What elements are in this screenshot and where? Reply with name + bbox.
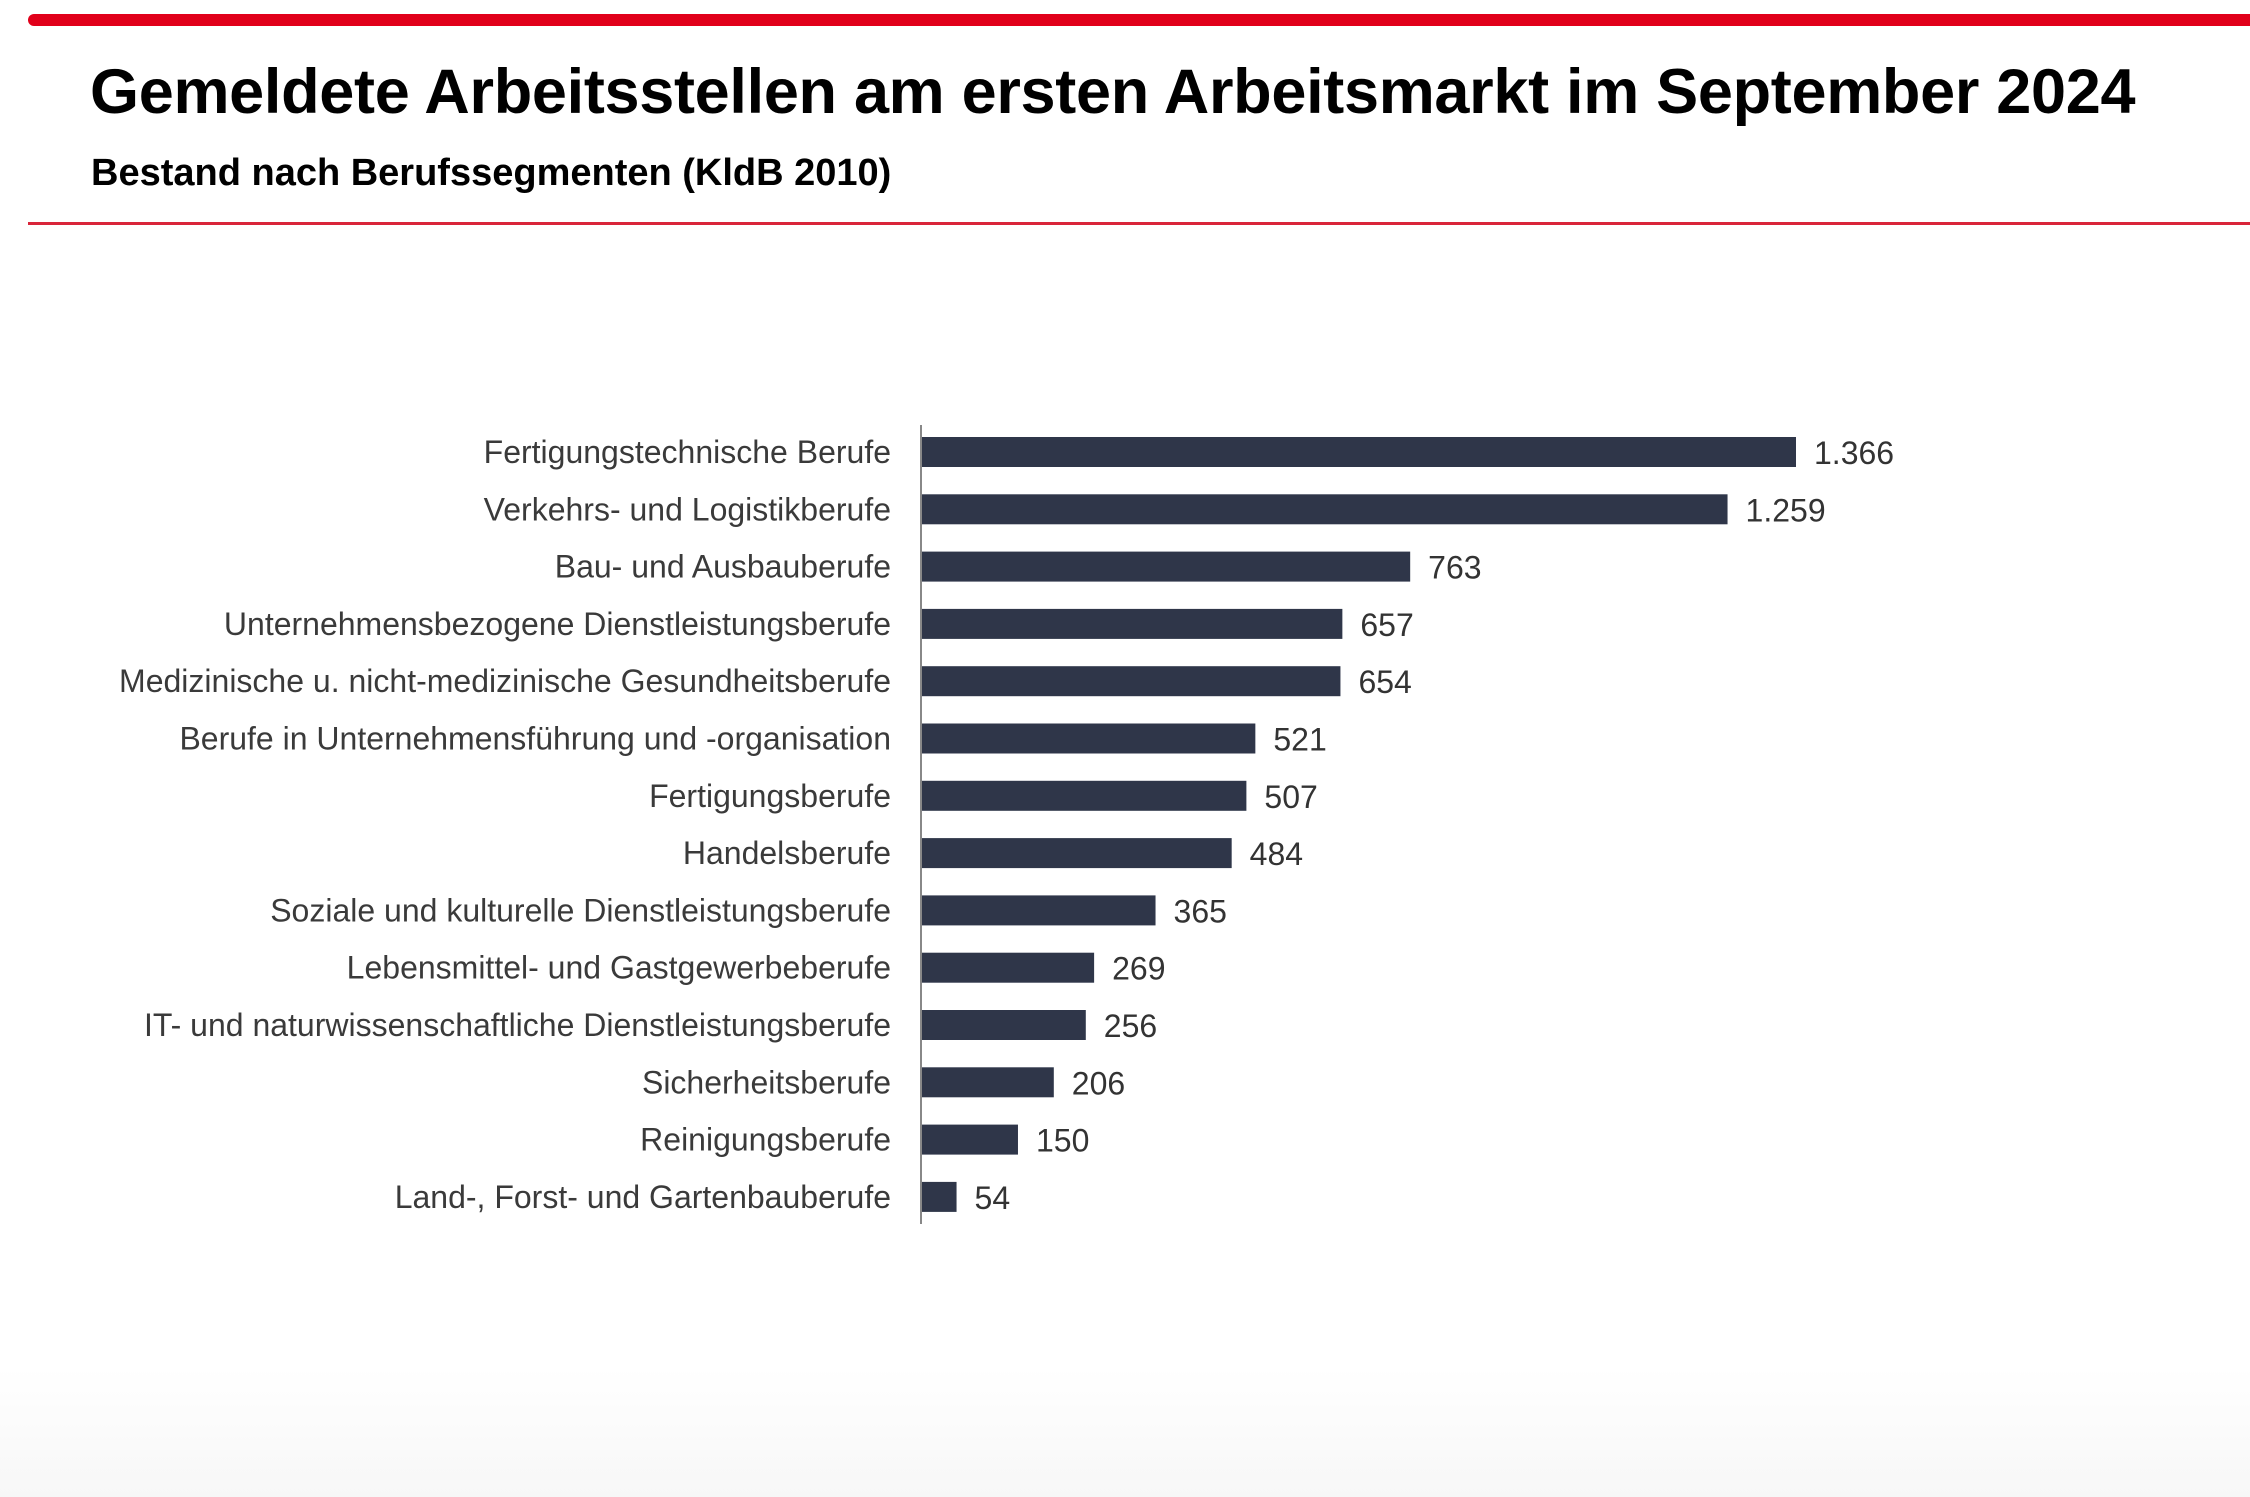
value-label: 206: [1072, 1065, 1125, 1101]
value-label: 365: [1174, 893, 1227, 929]
category-label: Land-, Forst- und Gartenbauberufe: [395, 1179, 891, 1215]
bottom-fade: [0, 1367, 2250, 1497]
value-label: 763: [1428, 550, 1481, 586]
category-label: Bau- und Ausbauberufe: [555, 549, 891, 585]
category-label: Handelsberufe: [683, 835, 891, 871]
value-label: 256: [1104, 1008, 1157, 1044]
value-label: 54: [975, 1180, 1011, 1216]
bar: [922, 608, 1343, 639]
bar: [922, 1124, 1018, 1155]
bar: [922, 1010, 1086, 1040]
category-label: Medizinische u. nicht-medizinische Gesun…: [119, 663, 891, 699]
bar: [922, 494, 1728, 525]
category-label: Soziale und kulturelle Dienstleistungsbe…: [270, 892, 891, 928]
value-label: 150: [1036, 1123, 1089, 1159]
chart-title: Gemeldete Arbeitsstellen am ersten Arbei…: [90, 57, 2136, 127]
bar: [922, 666, 1341, 697]
bar: [922, 723, 1256, 754]
bar: [922, 437, 1796, 467]
category-label: Berufe in Unternehmensführung und -organ…: [179, 721, 891, 757]
top-accent-bar: [28, 14, 2250, 26]
chart-subtitle: Bestand nach Berufssegmenten (KldB 2010): [91, 152, 892, 194]
category-label: Fertigungstechnische Berufe: [484, 434, 891, 470]
bar: [922, 952, 1095, 983]
value-label: 1.259: [1746, 492, 1826, 528]
bar: [922, 780, 1247, 811]
category-label: Sicherheitsberufe: [642, 1064, 891, 1100]
category-label: Reinigungsberufe: [640, 1122, 891, 1158]
bar: [922, 1181, 957, 1212]
category-label: Unternehmensbezogene Dienstleistungsberu…: [224, 606, 891, 642]
value-label: 654: [1358, 664, 1411, 700]
category-label: IT- und naturwissenschaftliche Dienstlei…: [144, 1007, 891, 1043]
value-label: 657: [1360, 607, 1413, 643]
bar: [922, 838, 1232, 869]
category-label: Lebensmittel- und Gastgewerbeberufe: [347, 950, 891, 986]
value-label: 1.366: [1814, 435, 1894, 471]
bar: [922, 1067, 1054, 1098]
value-label: 521: [1273, 722, 1326, 758]
bar: [922, 551, 1411, 582]
value-label: 484: [1250, 836, 1303, 872]
header-divider: [28, 222, 2250, 225]
value-label: 269: [1112, 951, 1165, 987]
category-label: Fertigungsberufe: [649, 778, 891, 814]
value-label: 507: [1264, 779, 1317, 815]
category-label: Verkehrs- und Logistikberufe: [484, 491, 891, 527]
bar: [922, 895, 1156, 926]
